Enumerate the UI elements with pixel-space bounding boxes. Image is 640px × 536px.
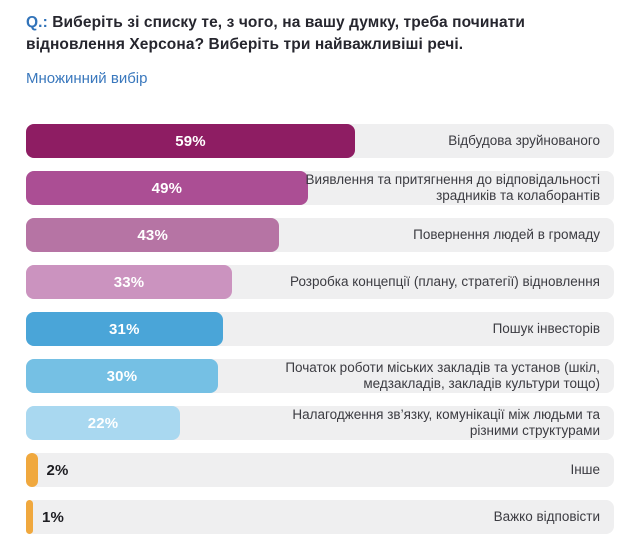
- chart-row: 31% Пошук інвесторів: [26, 312, 614, 346]
- bar: 22%: [26, 406, 181, 440]
- chart-row: 49% Виявлення та притягнення до відповід…: [26, 171, 614, 205]
- chart-row: 59% Відбудова зруйнованого: [26, 124, 614, 158]
- bar-category-label: Розробка концепції (плану, стратегії) ві…: [290, 274, 600, 289]
- bar: 43%: [26, 218, 280, 252]
- bar-value-label: 22%: [87, 414, 119, 432]
- multiple-choice-note: Множинний вибір: [26, 70, 148, 87]
- chart-row: Інше 2%: [26, 453, 614, 487]
- bar-value-label: 1%: [42, 508, 65, 526]
- bar-value-label: 49%: [151, 179, 183, 197]
- question-text: Виберіть зі списку те, з чого, на вашу д…: [26, 14, 525, 53]
- chart-row: Важко відповісти 1%: [26, 500, 614, 534]
- bar-category-label: Повернення людей в громаду: [413, 227, 600, 242]
- bar-chart: 59% Відбудова зруйнованого 49% Виявлення…: [26, 124, 614, 534]
- bar-category-label: Виявлення та притягнення до відповідальн…: [305, 172, 600, 203]
- bar-category-label: Інше: [570, 462, 600, 477]
- bar-value-label: 33%: [113, 273, 145, 291]
- question-prefix: Q.:: [26, 14, 48, 31]
- chart-row: 43% Повернення людей в громаду: [26, 218, 614, 252]
- bar: [26, 453, 38, 487]
- bar-value-label: 59%: [175, 132, 206, 150]
- bar-value-label: 2%: [46, 461, 69, 479]
- bar-category-label: Важко відповісти: [493, 509, 600, 524]
- bar-value-label: 30%: [106, 367, 138, 385]
- bar-value-label: 31%: [109, 320, 140, 338]
- chart-row: 30% Початок роботи міських закладів та у…: [26, 359, 614, 393]
- bar: 49%: [26, 171, 308, 205]
- chart-row: 33% Розробка концепції (плану, стратегії…: [26, 265, 614, 299]
- chart-row: 22% Налагодження зв’язку, комунікації мі…: [26, 406, 614, 440]
- bar-category-label: Пошук інвесторів: [492, 321, 600, 336]
- question-title: Q.: Виберіть зі списку те, з чого, на ва…: [26, 12, 612, 56]
- bar-category-label: Відбудова зруйнованого: [448, 133, 600, 148]
- bar: 30%: [26, 359, 218, 393]
- bar-value-label: 43%: [137, 226, 168, 244]
- bar-category-label: Налагодження зв’язку, комунікації між лю…: [292, 407, 600, 438]
- bar: [26, 500, 33, 534]
- bar: 59%: [26, 124, 356, 158]
- bar: 31%: [26, 312, 223, 346]
- bar: 33%: [26, 265, 233, 299]
- bar-category-label: Початок роботи міських закладів та устан…: [285, 360, 600, 391]
